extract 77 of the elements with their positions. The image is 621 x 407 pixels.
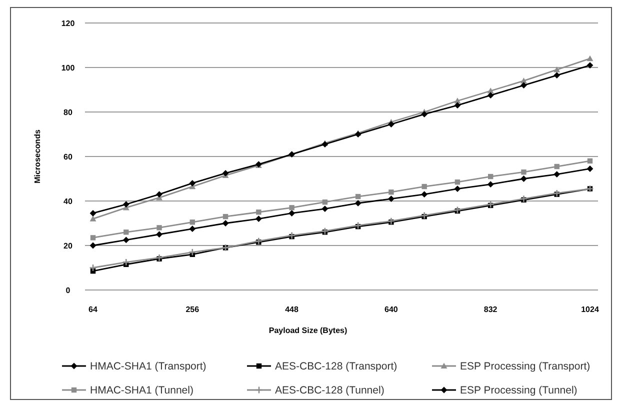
point — [487, 181, 494, 188]
point — [354, 222, 362, 230]
x-tick-label: 640 — [384, 305, 398, 314]
point — [388, 190, 394, 195]
point — [188, 248, 196, 256]
legend-label: ESP Processing (Tunnel) — [460, 384, 578, 397]
x-tick-label: 256 — [186, 305, 200, 314]
x-axis-title: Payload Size (Bytes) — [268, 326, 348, 335]
x-tick-label: 448 — [285, 305, 300, 314]
point — [90, 216, 96, 222]
point — [586, 55, 594, 62]
point — [322, 200, 328, 205]
point — [421, 111, 428, 118]
x-tick-label: 1024 — [581, 305, 600, 314]
point — [321, 227, 329, 235]
point — [486, 200, 494, 208]
point — [354, 200, 362, 206]
y-axis-title: Microseconds — [33, 129, 42, 184]
legend-label: AES-CBC-128 (Transport) — [275, 360, 398, 373]
point — [554, 171, 560, 178]
point — [520, 194, 528, 203]
point — [156, 191, 162, 198]
point — [189, 180, 196, 186]
point — [254, 237, 263, 245]
point — [256, 210, 262, 215]
point — [520, 82, 527, 88]
point — [454, 179, 460, 185]
point — [122, 236, 130, 244]
point — [520, 176, 527, 182]
point — [554, 164, 560, 170]
point — [422, 184, 427, 190]
point — [155, 254, 164, 262]
point — [122, 201, 130, 208]
point — [387, 217, 396, 225]
point — [487, 88, 494, 94]
y-tick-label: 40 — [64, 196, 73, 206]
point — [288, 232, 296, 240]
point — [156, 225, 162, 230]
y-tick-label: 60 — [64, 152, 73, 162]
point — [454, 186, 461, 192]
y-tick-label: 100 — [61, 63, 76, 72]
point — [554, 72, 560, 78]
point — [156, 231, 162, 238]
point — [488, 174, 494, 180]
y-tick-label: 80 — [64, 108, 73, 117]
point — [454, 98, 461, 104]
point — [222, 214, 228, 220]
point — [189, 226, 196, 232]
point — [388, 196, 394, 202]
legend-label: HMAC-SHA1 (Transport) — [90, 360, 206, 373]
point — [124, 230, 129, 235]
legend-label: AES-CBC-128 (Tunnel) — [275, 384, 384, 397]
y-tick-label: 0 — [66, 286, 71, 295]
point — [289, 205, 294, 210]
legend-label: HMAC-SHA1 (Tunnel) — [90, 384, 194, 397]
point — [322, 206, 328, 212]
y-tick-label: 120 — [61, 18, 76, 28]
point — [222, 170, 229, 176]
point — [355, 194, 361, 200]
y-tick-label: 20 — [64, 241, 73, 250]
x-tick-label: 64 — [88, 305, 98, 314]
legend-label: ESP Processing (Transport) — [460, 360, 590, 373]
point — [554, 66, 560, 72]
point — [122, 258, 130, 266]
point — [90, 235, 96, 240]
point — [521, 169, 526, 175]
point — [454, 102, 461, 109]
x-tick-label: 832 — [484, 305, 498, 314]
point — [255, 216, 262, 222]
point — [190, 220, 195, 225]
point — [90, 242, 96, 249]
point — [487, 92, 494, 99]
point — [553, 189, 561, 198]
point — [421, 191, 428, 198]
point — [288, 210, 295, 216]
point — [587, 158, 593, 164]
point — [388, 121, 394, 128]
